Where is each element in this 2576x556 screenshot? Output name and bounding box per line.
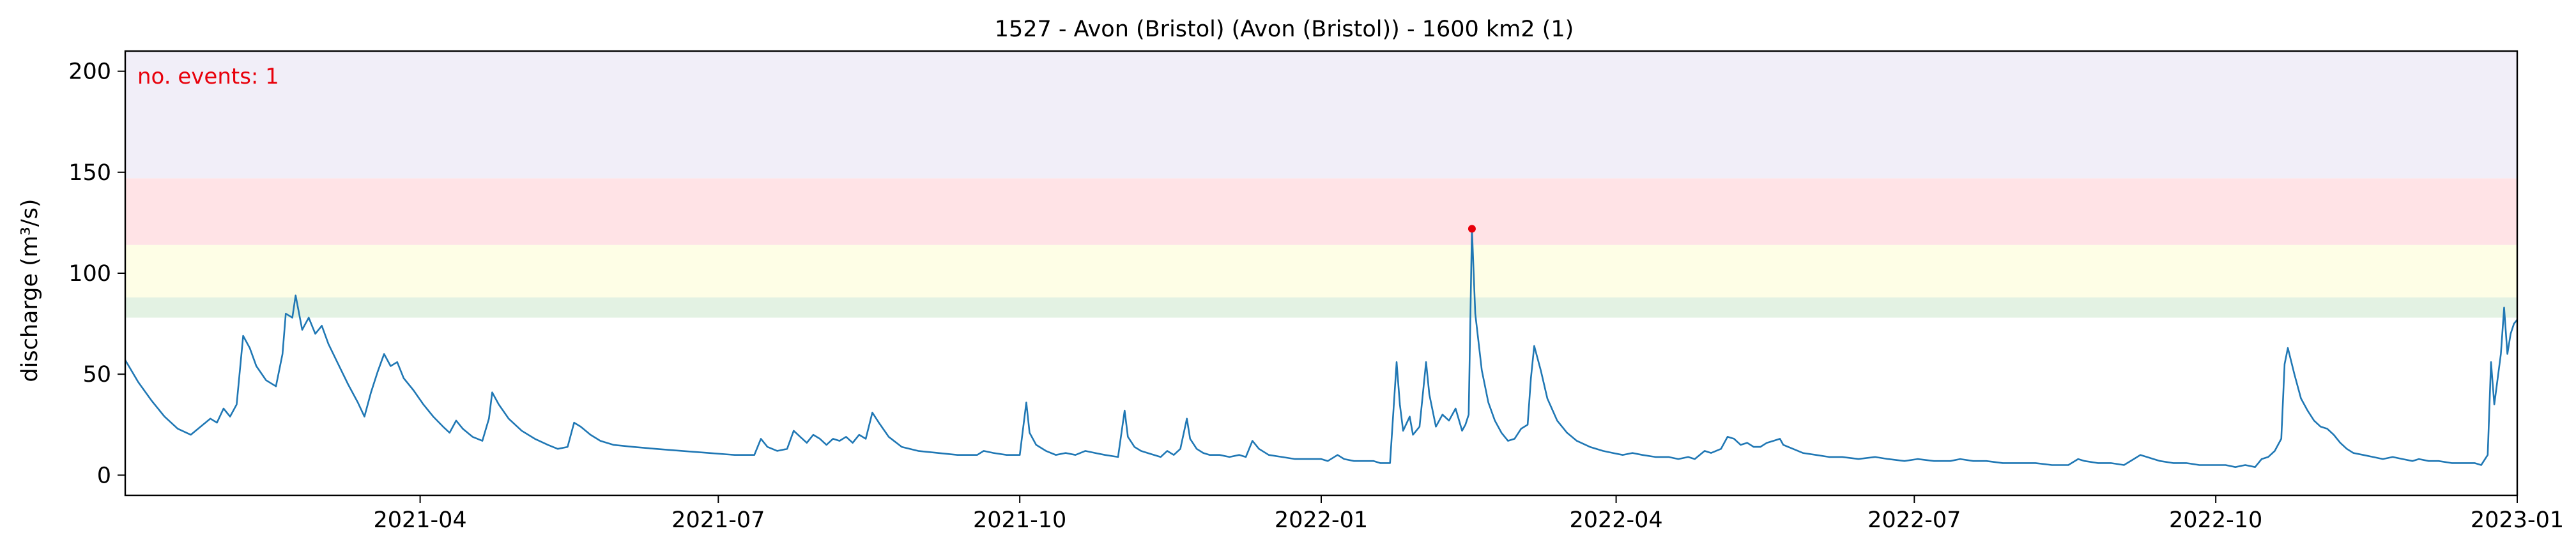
threshold-band-0 — [125, 297, 2517, 318]
x-tick-label: 2021-10 — [973, 507, 1066, 533]
y-tick-label: 150 — [68, 160, 111, 186]
y-tick-label: 0 — [97, 463, 111, 488]
x-tick-label: 2021-07 — [671, 507, 765, 533]
x-tick-label: 2021-04 — [373, 507, 466, 533]
y-axis-label: discharge (m³/s) — [17, 199, 43, 382]
event-marker — [1468, 225, 1476, 233]
events-annotation: no. events: 1 — [137, 64, 279, 89]
y-tick-label: 100 — [68, 261, 111, 287]
threshold-band-2 — [125, 178, 2517, 245]
x-axis: 2021-04 2021-07 2021-10 2022-01 2022-04 2022-… — [373, 495, 2564, 533]
threshold-band-1 — [125, 244, 2517, 297]
chart-title: 1527 - Avon (Bristol) (Avon (Bristol)) -… — [995, 17, 1574, 42]
discharge-series-line — [124, 228, 2518, 468]
x-tick-label: 2022-04 — [1569, 507, 1662, 533]
plot-area — [124, 225, 2518, 468]
threshold-band-3 — [125, 51, 2517, 179]
x-tick-label: 2023-01 — [2471, 507, 2564, 533]
y-axis: 0 50 100 150 200 — [68, 59, 125, 488]
x-tick-label: 2022-01 — [1275, 507, 1368, 533]
x-tick-label: 2022-10 — [2169, 507, 2262, 533]
x-tick-label: 2022-07 — [1867, 507, 1961, 533]
threshold-bands — [125, 51, 2517, 318]
y-tick-label: 200 — [68, 59, 111, 85]
y-tick-label: 50 — [82, 362, 111, 387]
